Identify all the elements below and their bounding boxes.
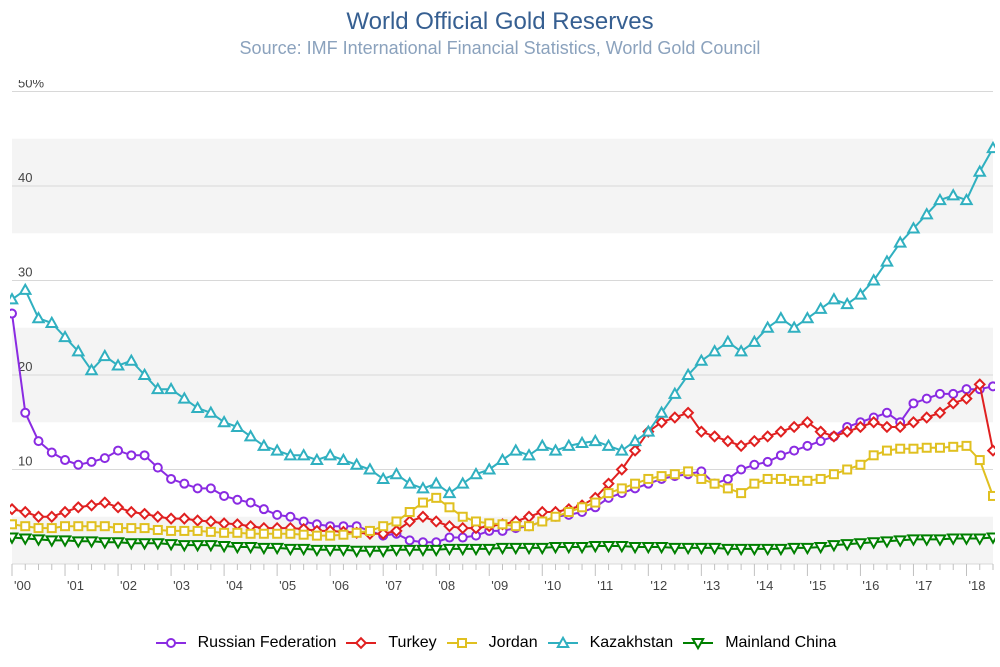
svg-text:'07: '07 <box>385 578 402 593</box>
legend-label: Turkey <box>388 634 436 652</box>
svg-text:'03: '03 <box>173 578 190 593</box>
chart-subtitle: Source: IMF International Financial Stat… <box>0 38 1000 59</box>
svg-text:'00: '00 <box>14 578 31 593</box>
svg-text:'09: '09 <box>491 578 508 593</box>
svg-text:40: 40 <box>18 170 32 185</box>
svg-text:'11: '11 <box>597 578 613 593</box>
legend-marker-icon <box>455 636 485 650</box>
legend-marker-icon <box>691 636 721 650</box>
svg-text:50%: 50% <box>18 80 44 90</box>
svg-text:'04: '04 <box>226 578 243 593</box>
svg-text:'17: '17 <box>915 578 932 593</box>
legend-item[interactable]: Mainland China <box>691 634 836 652</box>
legend-label: Kazakhstan <box>590 634 674 652</box>
legend-label: Mainland China <box>725 634 836 652</box>
svg-text:10: 10 <box>18 453 32 468</box>
legend-label: Jordan <box>489 634 538 652</box>
chart-plot: 1020304050%'00'01'02'03'04'05'06'07'08'0… <box>10 80 995 600</box>
svg-text:'06: '06 <box>332 578 349 593</box>
svg-text:'05: '05 <box>279 578 296 593</box>
svg-text:'15: '15 <box>809 578 826 593</box>
svg-text:'18: '18 <box>968 578 985 593</box>
legend-item[interactable]: Turkey <box>354 634 436 652</box>
legend-marker-icon <box>164 636 194 650</box>
svg-text:'12: '12 <box>650 578 667 593</box>
chart-legend: Russian Federation Turkey Jordan Kazakhstan… <box>0 634 1000 652</box>
legend-marker-icon <box>556 636 586 650</box>
svg-text:'16: '16 <box>862 578 879 593</box>
legend-label: Russian Federation <box>198 634 337 652</box>
svg-text:'14: '14 <box>756 578 773 593</box>
legend-item[interactable]: Kazakhstan <box>556 634 674 652</box>
chart-container: World Official Gold Reserves Source: IMF… <box>0 0 1000 667</box>
legend-item[interactable]: Jordan <box>455 634 538 652</box>
svg-text:'08: '08 <box>438 578 455 593</box>
svg-text:'10: '10 <box>544 578 561 593</box>
svg-text:'13: '13 <box>703 578 720 593</box>
svg-text:'01: '01 <box>67 578 84 593</box>
svg-text:'02: '02 <box>120 578 137 593</box>
legend-item[interactable]: Russian Federation <box>164 634 337 652</box>
legend-marker-icon <box>354 636 384 650</box>
chart-title: World Official Gold Reserves <box>0 8 1000 36</box>
svg-text:30: 30 <box>18 264 32 279</box>
